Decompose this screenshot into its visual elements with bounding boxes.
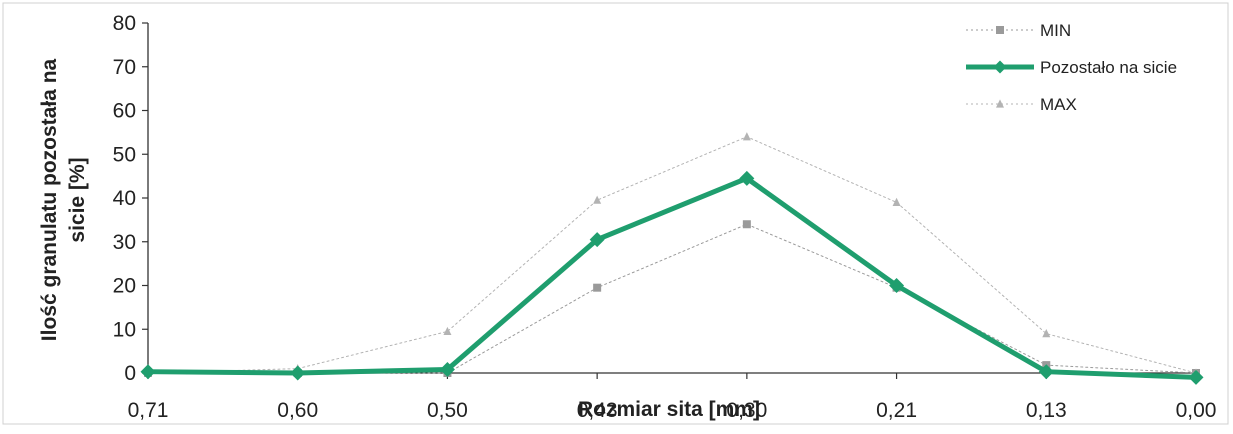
x-tick-label: 0,13 (1026, 399, 1067, 422)
series-line-max (147, 136, 1197, 374)
legend: MIN Pozostało na sicie MAX (966, 21, 1177, 114)
data-point-pozosta-o-na-sicie (290, 365, 306, 381)
x-tick-label: 0,60 (277, 399, 318, 422)
data-point-pozosta-o-na-sicie (140, 364, 156, 380)
legend-marker (996, 99, 1004, 108)
data-point-min (593, 283, 602, 292)
series-layer (140, 132, 1204, 385)
data-point-max (1042, 329, 1051, 338)
legend-item-max: MAX (966, 95, 1077, 114)
data-point-max (742, 132, 751, 141)
legend-item-pozosta-o-na-sicie: Pozostało na sicie (966, 58, 1177, 77)
y-tick-label: 30 (113, 231, 136, 254)
y-axis-title-line-2: sicie [%] (66, 157, 89, 242)
x-axis-title: Rozmiar sita [mm] (578, 398, 760, 421)
x-axis: 0,71 0,60 0,50 0,43 0,30 0,21 0,13 0,00 (128, 372, 1217, 422)
data-point-pozosta-o-na-sicie (739, 170, 755, 186)
y-tick-label: 80 (113, 12, 136, 35)
series-line-pozosta-o-na-sicie (145, 175, 1199, 380)
x-tick-label: 0,71 (128, 399, 169, 422)
legend-marker (993, 60, 1007, 74)
x-tick-label: 0,30 (726, 399, 767, 422)
x-tick-label: 0,50 (427, 399, 468, 422)
data-point-max (593, 195, 602, 204)
series-pozosta-o-na-sicie (140, 170, 1204, 385)
x-tick-label: 0,00 (1176, 399, 1217, 422)
y-axis-title-line-1: Ilość granulatu pozostała na (38, 58, 61, 341)
x-tick-label: 0,21 (876, 399, 917, 422)
data-point-pozosta-o-na-sicie (1188, 369, 1204, 385)
y-axis-title: Ilość granulatu pozostała na sicie [%] (38, 58, 89, 341)
legend-label: MAX (1040, 95, 1077, 114)
x-tick-label: 0,43 (577, 399, 618, 422)
data-point-pozosta-o-na-sicie (439, 362, 455, 377)
legend-marker (996, 26, 1004, 34)
data-point-pozosta-o-na-sicie (889, 278, 905, 293)
y-tick-label: 20 (113, 275, 136, 298)
y-tick-label: 60 (113, 100, 136, 123)
data-point-max (892, 197, 901, 206)
y-tick-label: 40 (113, 187, 136, 210)
y-tick-label: 10 (113, 318, 136, 341)
data-point-max (443, 326, 452, 336)
legend-label: Pozostało na sicie (1040, 58, 1177, 77)
data-point-pozosta-o-na-sicie (589, 232, 605, 248)
legend-item-min: MIN (966, 21, 1071, 40)
y-tick-label: 70 (113, 56, 136, 79)
legend-label: MIN (1040, 21, 1071, 40)
data-point-min (742, 220, 751, 229)
y-tick-label: 0 (124, 362, 136, 385)
data-point-pozosta-o-na-sicie (1038, 364, 1054, 380)
y-axis: 0 10 20 30 40 50 60 70 80 (113, 12, 149, 385)
y-tick-label: 50 (113, 143, 136, 166)
